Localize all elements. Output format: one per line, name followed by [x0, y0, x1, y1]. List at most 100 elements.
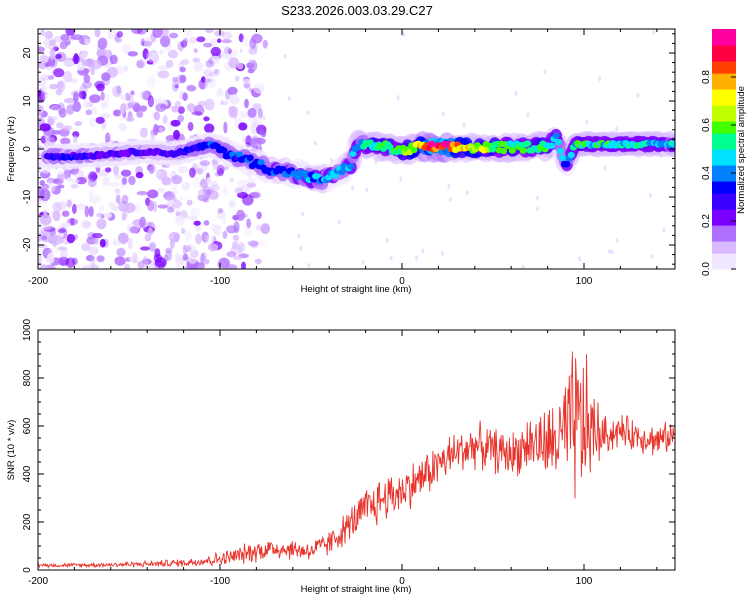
colorbar-tick-label: 0.8	[701, 70, 712, 84]
spectrogram-noise-blob	[89, 195, 101, 204]
spectrogram-noise-blob	[201, 231, 209, 243]
spectrogram-noise-blob	[237, 242, 246, 253]
spectrogram-noise-blob	[246, 62, 255, 69]
spectrogram-noise-blob	[232, 240, 238, 250]
colorbar-band	[712, 237, 736, 242]
spectrogram-noise-blob	[187, 121, 194, 132]
spectrogram-noise-blob	[157, 70, 170, 79]
spectrogram-noise-blob	[175, 75, 185, 84]
spectrogram-noise-blob	[297, 233, 301, 239]
x-tick-label: 0	[399, 576, 405, 587]
spectrogram-noise-blob	[165, 196, 178, 202]
spectrogram-noise-blob	[578, 256, 582, 262]
spectrogram-noise-blob	[652, 29, 656, 35]
spectrogram-noise-blob	[120, 94, 127, 101]
spectrogram-noise-blob	[248, 47, 258, 55]
colorbar-band	[712, 169, 736, 174]
spectrogram-noise-blob	[121, 44, 132, 54]
spectrogram-noise-blob	[229, 94, 240, 105]
spectrogram-noise-blob	[203, 78, 212, 83]
spectrogram-noise-blob	[147, 95, 154, 108]
spectrogram-noise-blob	[221, 216, 227, 225]
spectrogram-noise-blob	[217, 87, 223, 97]
colorbar-band	[712, 137, 736, 142]
spectrogram-noise-blob	[146, 76, 156, 88]
spectrogram-noise-blob	[107, 29, 117, 39]
spectrogram-noise-blob	[57, 173, 67, 180]
spectrogram-noise-blob	[197, 79, 208, 90]
colorbar-band	[712, 201, 736, 206]
spectrogram-noise-blob	[118, 123, 127, 131]
spectrogram-noise-blob	[207, 76, 216, 89]
colorbar-band	[712, 193, 736, 198]
spectrogram-noise-blob	[38, 214, 44, 220]
y-tick-label: 0	[22, 146, 33, 152]
snr-plot-area	[38, 351, 675, 570]
spectrogram-noise-blob	[80, 52, 88, 59]
spectrogram-noise-blob	[200, 177, 206, 185]
spectrogram-noise-blob	[72, 169, 85, 178]
spectrogram-noise-blob	[177, 106, 185, 114]
spectrogram-noise-blob	[139, 127, 149, 138]
spectrogram-noise-blob	[112, 109, 122, 117]
spectrogram-noise-blob	[47, 178, 60, 184]
spectrogram-noise-blob	[242, 78, 252, 85]
spectrogram-noise-blob	[168, 231, 181, 242]
spectrogram-noise-blob	[66, 233, 76, 244]
spectrogram-noise-blob	[252, 116, 262, 126]
spectrogram-noise-blob	[448, 197, 452, 203]
colorbar-band	[712, 217, 736, 222]
spectrogram-noise-blob	[96, 212, 103, 218]
spectrogram-ridge-point	[379, 145, 387, 152]
spectrogram-noise-blob	[48, 57, 56, 67]
spectrogram-noise-blob	[95, 116, 105, 124]
spectrogram-noise-blob	[56, 81, 64, 90]
spectrogram-noise-blob	[188, 256, 198, 264]
spectrogram-noise-blob	[65, 29, 76, 36]
spectrogram-noise-blob	[447, 183, 451, 189]
colorbar-band	[712, 233, 736, 238]
colorbar-band	[712, 65, 736, 70]
colorbar-tick-label: 0.2	[701, 214, 712, 228]
spectrogram-noise-blob	[55, 88, 63, 96]
spectrogram-noise-blob	[136, 110, 144, 118]
spectrogram-noise-blob	[48, 234, 61, 242]
spectrogram-noise-blob	[237, 179, 247, 188]
spectrogram-noise-blob	[115, 194, 121, 204]
colorbar-band	[712, 37, 736, 42]
spectrogram-noise-blob	[142, 256, 149, 268]
spectrogram-ridge-point	[563, 160, 571, 168]
spectrogram-noise-blob	[165, 247, 173, 254]
spectrogram-noise-blob	[60, 34, 70, 42]
spectrogram-noise-blob	[60, 137, 71, 145]
spectrogram-noise-blob	[241, 261, 246, 269]
spectrogram-noise-blob	[130, 90, 135, 96]
spectrogram-noise-blob	[148, 162, 155, 175]
spectrogram-noise-blob	[598, 76, 601, 82]
spectrogram-noise-blob	[161, 176, 172, 186]
spectrogram-noise-blob	[53, 178, 64, 185]
spectrogram-noise-blob	[87, 177, 97, 188]
spectrogram-noise-blob	[536, 206, 539, 212]
spectrogram-noise-blob	[610, 249, 614, 255]
spectrogram-noise-blob	[89, 94, 101, 103]
spectrogram-noise-blob	[189, 37, 197, 44]
spectrogram-noise-blob	[124, 92, 131, 101]
snr-y-label: SNR (10 * v/v)	[6, 420, 17, 481]
spectrogram-noise-blob	[139, 90, 150, 101]
colorbar: 0.0 0.2 0.4 0.6 0.8 Normalized spectral ampl…	[701, 29, 747, 276]
spectrogram-noise-blob	[171, 184, 178, 197]
spectrogram-noise-blob	[177, 114, 185, 123]
spectrogram-noise-blob	[139, 105, 147, 112]
spectrogram-noise-blob	[143, 37, 153, 49]
spectrogram-noise-blob	[210, 184, 221, 192]
y-tick-label: -10	[22, 189, 33, 204]
spectrogram-noise-blob	[57, 184, 65, 189]
spectrogram-noise-blob	[178, 195, 185, 200]
spectrogram-noise-blob	[421, 248, 425, 254]
spectrogram-noise-blob	[314, 140, 317, 146]
colorbar-band	[712, 125, 736, 130]
spectrogram-noise-blob	[250, 191, 262, 199]
spectrogram-noise-blob	[248, 192, 260, 199]
